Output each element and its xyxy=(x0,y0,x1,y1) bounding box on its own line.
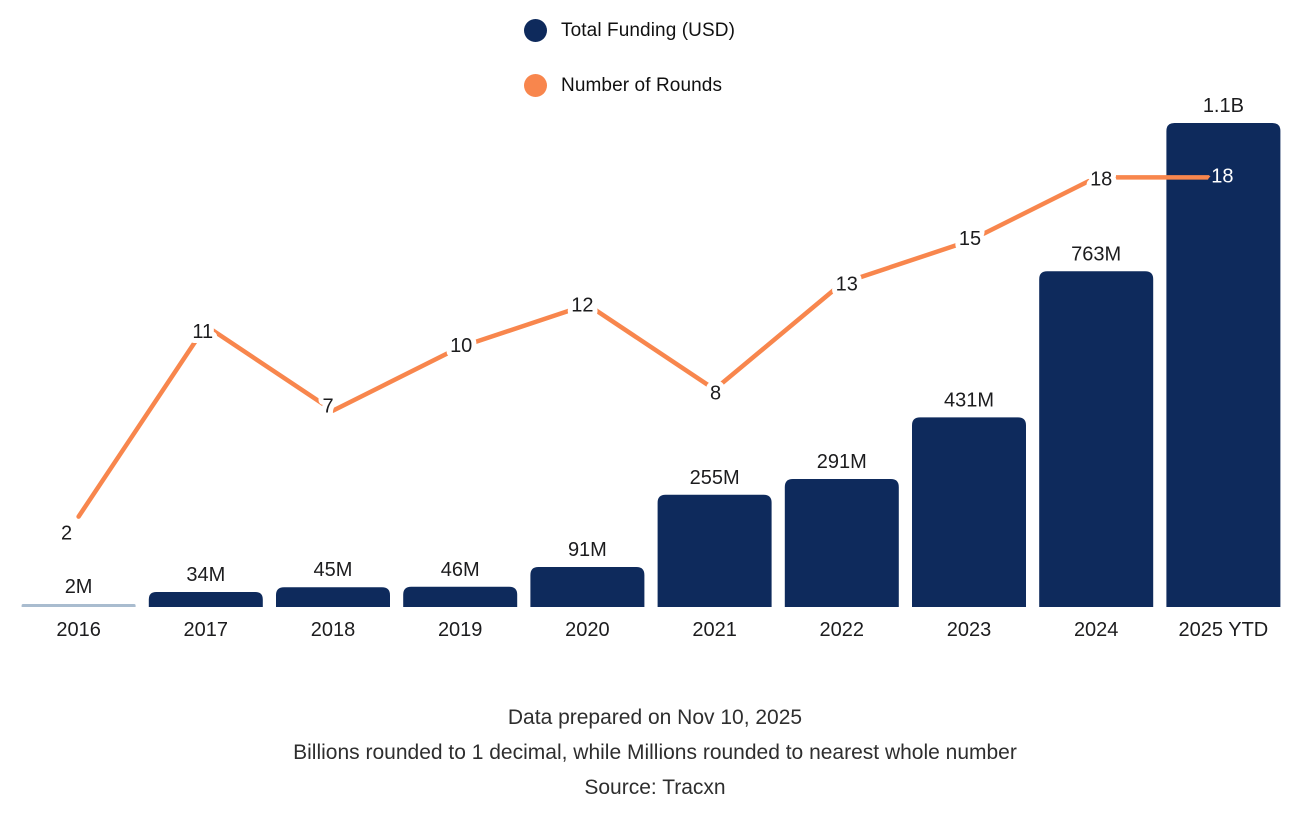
legend-item-total-funding[interactable]: Total Funding (USD) xyxy=(524,19,735,42)
footer-rounding-note: Billions rounded to 1 decimal, while Mil… xyxy=(293,741,1017,764)
bar-value-label-2023: 431M xyxy=(944,389,994,411)
funding-bar-2023[interactable] xyxy=(912,417,1026,607)
x-axis-label-2017: 2017 xyxy=(184,619,229,641)
funding-bar-2021[interactable] xyxy=(657,494,772,607)
bar-value-label-2021: 255M xyxy=(690,467,740,489)
footer-source: Source: Tracxn xyxy=(584,776,726,799)
legend-item-number-of-rounds[interactable]: Number of Rounds xyxy=(524,74,735,97)
legend-label-total-funding: Total Funding (USD) xyxy=(561,19,736,41)
x-axis-label-2019: 2019 xyxy=(438,619,483,641)
funding-bar-2024[interactable] xyxy=(1039,271,1154,607)
rounds-value-label-2018: 7 xyxy=(322,396,333,418)
funding-legend-dot-icon xyxy=(524,19,547,42)
rounds-value-label-2019: 10 xyxy=(450,335,472,357)
rounds-legend-dot-icon xyxy=(524,74,547,97)
rounds-value-label-2020: 12 xyxy=(571,295,593,317)
legend: Total Funding (USD) Number of Rounds xyxy=(524,19,735,97)
rounds-value-label-2021: 8 xyxy=(710,382,721,404)
footer-prepared-date: Data prepared on Nov 10, 2025 xyxy=(507,706,803,729)
x-axis-label-2020: 2020 xyxy=(565,619,610,641)
funding-bar-2025-ytd[interactable] xyxy=(1166,123,1281,607)
rounds-value-label-2025-ytd: 18 xyxy=(1211,165,1233,187)
x-axis-label-2018: 2018 xyxy=(311,619,356,641)
rounds-value-label-2017: 11 xyxy=(192,321,213,343)
x-axis-label-2025-ytd: 2025 YTD xyxy=(1179,619,1269,641)
rounds-line xyxy=(76,175,1226,519)
funding-bar-2022[interactable] xyxy=(784,478,899,607)
rounds-value-label-2016: 2 xyxy=(61,523,72,545)
bar-value-label-2019: 46M xyxy=(441,559,480,581)
chart-plot-area: 2M 34M 45M 46M 91M 255M 291M 431M 763M 1.1B 2 11 7 10… xyxy=(21,95,1281,641)
funding-bar-2017[interactable] xyxy=(148,592,263,607)
bar-value-label-2018: 45M xyxy=(314,559,353,581)
bar-value-label-2024: 763M xyxy=(1071,243,1121,265)
bar-value-label-2022: 291M xyxy=(817,451,867,473)
x-axis-label-2024: 2024 xyxy=(1074,619,1119,641)
rounds-value-label-2022: 13 xyxy=(836,273,858,295)
rounds-value-label-2023: 15 xyxy=(959,228,981,250)
chart-footer: Data prepared on Nov 10, 2025 Billions r… xyxy=(0,700,1310,805)
funding-bar-2020[interactable] xyxy=(530,566,645,607)
x-axis-label-2022: 2022 xyxy=(820,619,865,641)
bar-value-label-2016: 2M xyxy=(65,576,93,598)
funding-bar-2018[interactable] xyxy=(276,587,390,607)
bar-value-label-2025-ytd: 1.1B xyxy=(1203,95,1244,117)
funding-bar-2019[interactable] xyxy=(403,586,518,607)
rounds-value-label-2024: 18 xyxy=(1090,168,1112,190)
bar-value-label-2020: 91M xyxy=(568,539,607,561)
x-axis-label-2021: 2021 xyxy=(692,619,737,641)
funding-bar-2016[interactable] xyxy=(21,604,136,607)
bar-value-label-2017: 34M xyxy=(186,564,225,586)
legend-label-number-of-rounds: Number of Rounds xyxy=(561,74,723,96)
x-axis-label-2023: 2023 xyxy=(947,619,992,641)
x-axis-label-2016: 2016 xyxy=(56,619,101,641)
